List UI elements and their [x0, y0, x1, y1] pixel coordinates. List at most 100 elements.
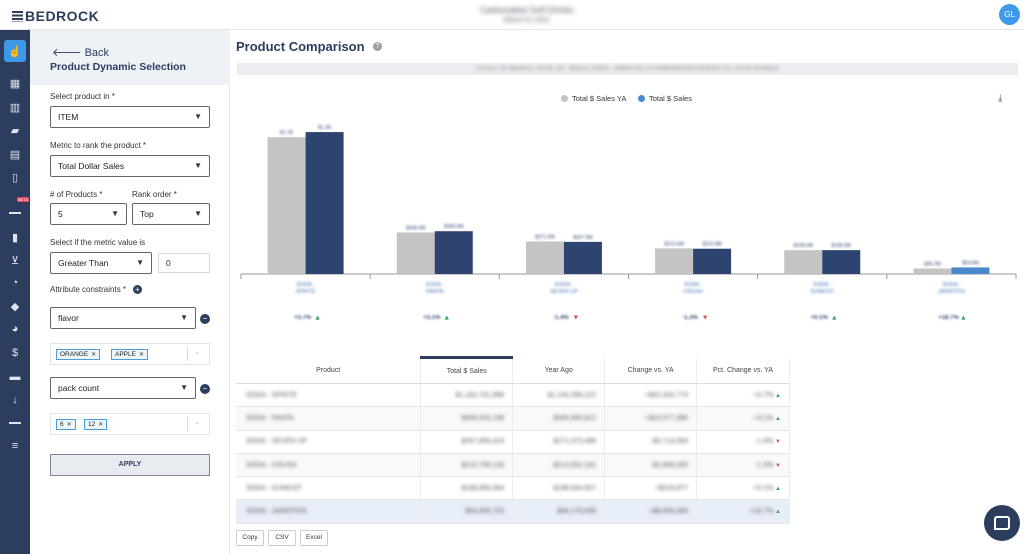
bar-chart-icon[interactable]: ▥: [9, 101, 21, 114]
bar-ya[interactable]: [525, 241, 564, 274]
x-tick-label: SUNKIST: [810, 289, 834, 295]
legend-item-current[interactable]: Total $ Sales: [638, 94, 692, 103]
pct-change-label: +18.7%: [938, 315, 959, 321]
metric-filter-dropdown[interactable]: Greater Than ▼: [50, 252, 152, 274]
barcode-icon[interactable]: ▮: [11, 231, 19, 244]
bar-ya[interactable]: [267, 137, 306, 274]
bar-ya[interactable]: [655, 248, 694, 274]
back-label: Back: [84, 47, 110, 59]
rank-order-dropdown[interactable]: Top ▼: [132, 203, 210, 225]
col-total-sales[interactable]: Total $ Sales: [420, 356, 514, 384]
cell-text: +18.7%: [749, 508, 774, 516]
cell-text: -$3,714,064: [650, 438, 689, 446]
x-tick-label: CRUSH: [683, 289, 703, 295]
cell-change: -$3,714,064: [604, 430, 698, 454]
tag-remove-icon[interactable]: ✕: [91, 352, 97, 358]
bar-ya[interactable]: [913, 268, 952, 274]
bar-label-current: $198.9M: [832, 243, 851, 249]
bar-current[interactable]: [563, 241, 602, 274]
remove-attribute-1-icon[interactable]: −: [200, 314, 210, 324]
cart-icon[interactable]: ⊻: [10, 254, 20, 267]
chevron-down-icon: ▼: [136, 258, 144, 267]
cell-pct-change: -1.4% ▼: [696, 430, 790, 454]
truck-icon[interactable]: ▬: [9, 371, 21, 383]
tag-6: 6 ✕: [56, 419, 76, 430]
x-tick-label: SODA -: [813, 282, 832, 288]
apply-button[interactable]: APPLY: [50, 454, 210, 476]
document-beta-icon[interactable]: ▯: [11, 171, 19, 184]
num-products-dropdown[interactable]: 5 ▼: [50, 203, 127, 225]
bar-current[interactable]: [822, 250, 861, 274]
col-product[interactable]: Product: [236, 357, 422, 384]
arrow-down-icon: ▼: [703, 315, 708, 321]
cell-text: SODA - SUNKIST: [246, 484, 303, 492]
back-button[interactable]: 🡐 Back: [52, 45, 109, 59]
comparison-table: Product Total $ Sales Year Ago Change vs…: [236, 356, 790, 524]
remove-attribute-2-icon[interactable]: −: [200, 384, 210, 394]
sort-numeric-icon[interactable]: ↓: [12, 394, 18, 406]
col-change[interactable]: Change vs. YA: [604, 357, 698, 384]
excel-button[interactable]: Excel: [300, 530, 328, 546]
gauge-icon[interactable]: ◔: [11, 277, 19, 289]
metric-filter-value: Greater Than: [58, 258, 109, 268]
chevron-down-icon: ▼: [180, 313, 188, 322]
logo-text: BEDROCK: [25, 8, 100, 24]
app-logo[interactable]: BEDROCK: [12, 8, 99, 24]
calendar-icon[interactable]: ▤: [9, 148, 21, 161]
chevron-down-icon[interactable]: ⌄: [194, 419, 200, 426]
chevron-down-icon: ▼: [180, 383, 188, 392]
col-year-ago[interactable]: Year Ago: [512, 357, 606, 384]
table-header-row: Product Total $ Sales Year Ago Change vs…: [236, 356, 790, 384]
csv-button[interactable]: CSV: [268, 530, 296, 546]
dollar-icon[interactable]: $: [11, 347, 19, 359]
report-subtitle: LATEST 52 WEEKS | TOTAL US - MULO | SODA…: [237, 63, 1018, 75]
bar-ya[interactable]: [784, 250, 823, 274]
pie-chart-icon[interactable]: ◕: [11, 323, 19, 335]
user-avatar[interactable]: GL: [999, 4, 1020, 25]
metric-dropdown[interactable]: Total Dollar Sales ▼: [50, 155, 210, 177]
bar-current[interactable]: [305, 132, 344, 274]
chevron-down-icon[interactable]: ⌄: [194, 349, 200, 356]
bar-ya[interactable]: [396, 232, 435, 274]
legend-item-ya[interactable]: Total $ Sales YA: [561, 94, 626, 103]
tag-remove-icon[interactable]: ✕: [98, 422, 104, 428]
col-pct-change[interactable]: Pct. Change vs. YA: [696, 357, 790, 384]
arrow-down-icon: ▼: [574, 315, 579, 321]
folder-icon[interactable]: ▰: [10, 124, 20, 137]
subtitle-text: LATEST 52 WEEKS | TOTAL US - MULO | SODA…: [476, 66, 779, 72]
select-product-dropdown[interactable]: ITEM ▼: [50, 106, 210, 128]
help-icon[interactable]: ?: [373, 42, 382, 51]
chevron-down-icon: ▼: [194, 161, 202, 170]
pointer-hand-icon[interactable]: ☝: [4, 40, 26, 62]
bar-current[interactable]: [951, 267, 990, 274]
attribute-1-dropdown[interactable]: flavor ▼: [50, 307, 196, 329]
table-row: SODA - SUNKIST $198,869,384 $198,644,507 +$…: [236, 476, 790, 501]
tag-remove-icon[interactable]: ✕: [66, 422, 72, 428]
add-attribute-icon[interactable]: +: [133, 285, 142, 294]
arrow-down-icon: ▼: [773, 462, 781, 469]
tags-icon[interactable]: ◆: [10, 300, 20, 313]
download-icon[interactable]: ⤓: [998, 93, 1003, 104]
attribute-2-dropdown[interactable]: pack count ▼: [50, 377, 196, 399]
tag-remove-icon[interactable]: ✕: [138, 352, 144, 358]
attribute-2-values[interactable]: 6 ✕ 12 ✕ ⌄: [50, 413, 210, 435]
server-icon[interactable]: ≡: [11, 440, 19, 452]
cell-pct-change: +0.1% ▲: [696, 476, 790, 501]
cell-text: $356,543,198: [461, 414, 505, 422]
bar-current[interactable]: [434, 231, 473, 274]
attribute-1-values[interactable]: ORANGE ✕ APPLE ✕ ⌄: [50, 343, 210, 365]
cell-pct-change: -1.3% ▼: [696, 453, 790, 478]
copy-button[interactable]: Copy: [236, 530, 264, 546]
bar-current[interactable]: [693, 248, 732, 274]
selection-panel: 🡐 Back Product Dynamic Selection Select …: [30, 30, 230, 554]
cell-pct-change: +3.1% ▲: [696, 406, 790, 431]
cell-change: +$42,402,774: [604, 383, 698, 408]
x-tick-label: SODA -: [296, 282, 315, 288]
dashboard-icon[interactable]: ▦: [9, 77, 21, 90]
chat-launcher-button[interactable]: [984, 505, 1020, 541]
pct-change-label: +0.1%: [811, 315, 829, 321]
arrow-up-icon: ▲: [773, 392, 781, 399]
tag-orange: ORANGE ✕: [56, 349, 101, 360]
metric-threshold-input[interactable]: 0: [158, 253, 210, 273]
cell-change: -$2,883,055: [604, 453, 698, 478]
